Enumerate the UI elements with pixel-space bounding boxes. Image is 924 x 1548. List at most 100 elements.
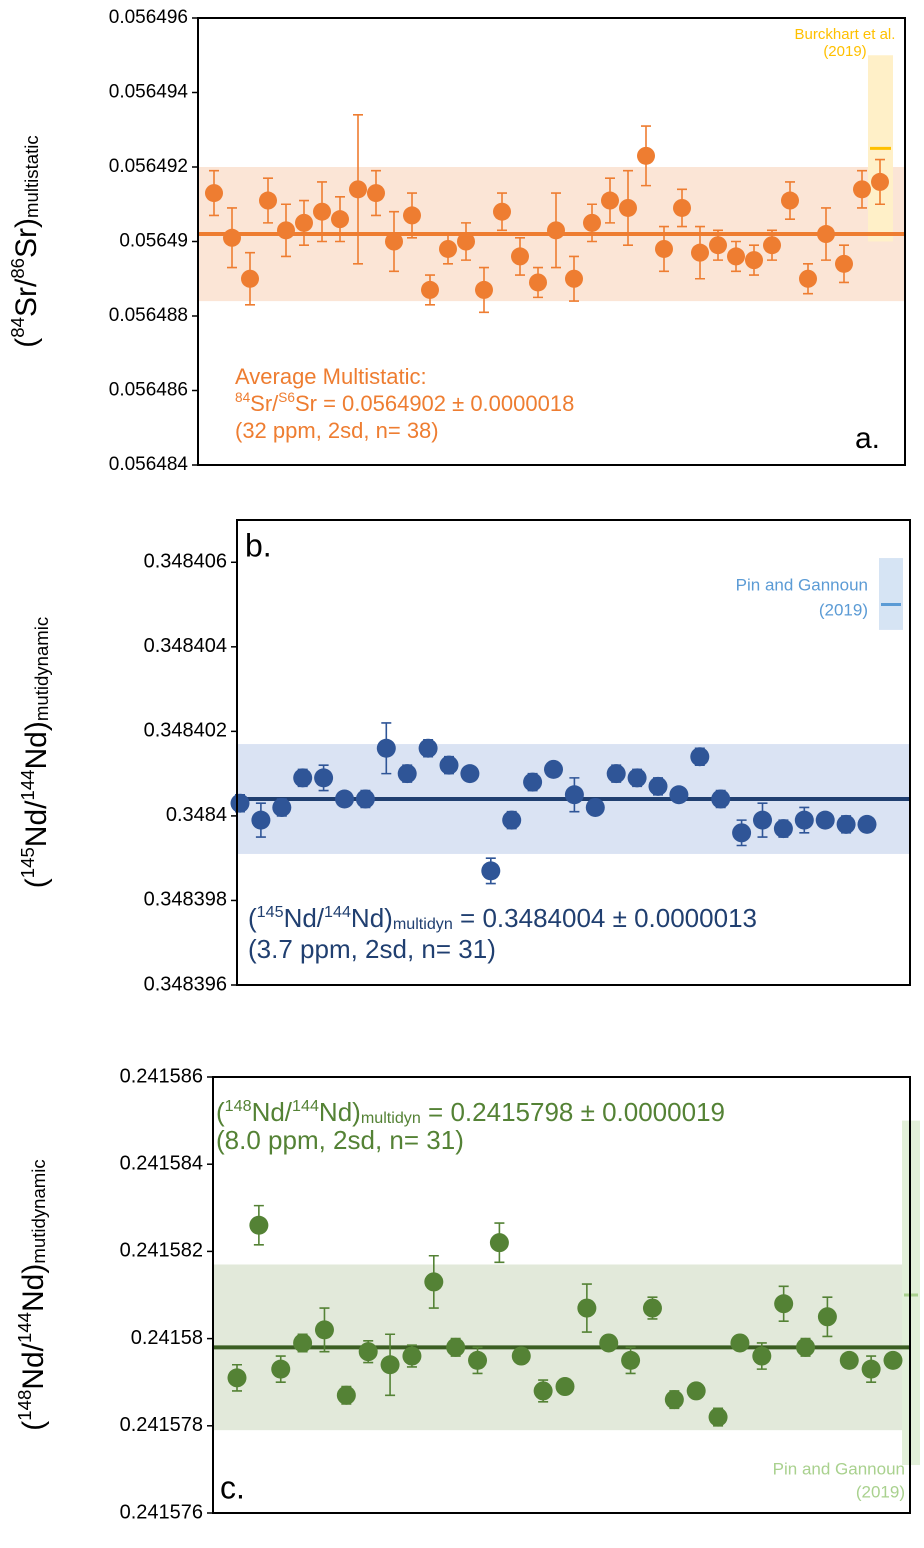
data-point bbox=[271, 1359, 291, 1379]
reference-label: Pin and Gannoun bbox=[773, 1459, 905, 1478]
data-point bbox=[709, 236, 727, 255]
text-part: mutidynamic bbox=[31, 617, 52, 721]
data-point bbox=[314, 1320, 334, 1340]
data-point bbox=[774, 1294, 794, 1314]
text-part: 145 bbox=[257, 903, 284, 921]
data-point bbox=[439, 239, 457, 258]
data-point bbox=[293, 768, 313, 788]
data-point bbox=[752, 1346, 772, 1366]
data-point bbox=[460, 764, 480, 784]
plot-frame bbox=[212, 1076, 911, 1514]
data-point bbox=[773, 819, 793, 839]
text-part: (8.0 ppm, 2sd, n= 31) bbox=[216, 1125, 464, 1155]
data-point bbox=[637, 146, 655, 165]
data-point bbox=[293, 1333, 313, 1353]
data-point bbox=[403, 206, 421, 225]
data-point bbox=[565, 269, 583, 288]
y-tick-label: 0.056496 bbox=[109, 7, 188, 28]
data-point bbox=[732, 823, 752, 843]
data-point bbox=[523, 772, 543, 792]
panel: Pin and Gannoun (2019) 0.241576 0.241578 0.2… bbox=[14, 1065, 920, 1523]
text-part: Sr/ bbox=[10, 278, 43, 317]
text-part: 144 bbox=[14, 1312, 35, 1343]
reference-label: Pin and Gannoun bbox=[736, 575, 868, 594]
text-part: 144 bbox=[292, 1097, 319, 1115]
data-point bbox=[547, 221, 565, 240]
data-point bbox=[468, 1350, 488, 1370]
text-part: multidyn bbox=[393, 915, 453, 933]
data-point bbox=[799, 269, 817, 288]
data-point bbox=[794, 810, 814, 830]
text-part: mutidynamic bbox=[28, 1159, 49, 1263]
data-point bbox=[511, 247, 529, 266]
y-tick-label: 0.348406 bbox=[144, 551, 227, 573]
data-point bbox=[817, 225, 835, 244]
data-point bbox=[835, 254, 853, 273]
y-tick-label: 0.348402 bbox=[144, 720, 227, 742]
y-tick-label: 0.05649 bbox=[119, 231, 188, 252]
text-part: Nd) bbox=[17, 1264, 50, 1312]
rich-text: (32 ppm, 2sd, n= 38) bbox=[235, 418, 439, 443]
text-part: Sr = 0.0564902 ± 0.0000018 bbox=[295, 391, 574, 416]
y-tick-label: 0.241586 bbox=[120, 1065, 203, 1087]
reference-label: (2019) bbox=[823, 43, 866, 60]
rich-text: (145Nd/144Nd)mutidynamic bbox=[17, 617, 53, 888]
data-point bbox=[627, 768, 647, 788]
panel-label: a. bbox=[855, 422, 880, 455]
text-part: 148 bbox=[14, 1390, 35, 1421]
data-point bbox=[358, 1342, 378, 1362]
data-point bbox=[583, 213, 601, 232]
text-part: Nd/ bbox=[17, 1342, 50, 1389]
data-point bbox=[564, 785, 584, 805]
y-tick-label: 0.241578 bbox=[120, 1414, 203, 1436]
data-point bbox=[533, 1381, 553, 1401]
text-part: 84 bbox=[235, 390, 251, 405]
y-tick-label: 0.056492 bbox=[109, 156, 188, 177]
data-point bbox=[686, 1381, 706, 1401]
data-point bbox=[314, 768, 334, 788]
data-point bbox=[599, 1333, 619, 1353]
data-point bbox=[313, 202, 331, 221]
rich-text: (145Nd/144Nd)multidyn = 0.3484004 ± 0.00… bbox=[248, 903, 757, 933]
data-point bbox=[336, 1385, 356, 1405]
data-point bbox=[648, 776, 668, 796]
data-point bbox=[355, 789, 375, 809]
data-point bbox=[753, 810, 772, 830]
text-part: Nd) bbox=[351, 903, 393, 933]
data-point bbox=[655, 239, 673, 258]
data-point bbox=[529, 273, 547, 292]
text-part: = 0.2415798 ± 0.0000019 bbox=[421, 1097, 725, 1127]
data-point bbox=[745, 251, 763, 270]
data-point bbox=[839, 1350, 859, 1370]
data-point bbox=[481, 861, 501, 881]
rich-text: 84Sr/S6Sr = 0.0564902 ± 0.0000018 bbox=[235, 390, 574, 416]
data-point bbox=[711, 789, 731, 809]
data-point bbox=[577, 1298, 597, 1318]
text-part: 144 bbox=[17, 769, 38, 800]
data-point bbox=[857, 814, 877, 834]
data-point bbox=[664, 1390, 684, 1410]
panel: Burckhart et al.(2019) 0.056484 0.056486 0.… bbox=[7, 7, 906, 475]
data-point bbox=[251, 810, 271, 830]
data-point bbox=[601, 191, 619, 210]
data-point bbox=[836, 814, 856, 834]
data-point bbox=[763, 236, 781, 255]
data-point bbox=[871, 172, 889, 191]
reference-label: Burckhart et al. bbox=[795, 26, 896, 43]
data-point bbox=[708, 1407, 728, 1427]
data-point bbox=[439, 755, 459, 775]
data-point bbox=[853, 180, 871, 199]
data-point bbox=[277, 221, 295, 240]
text-part: Nd/ bbox=[20, 800, 53, 847]
text-part: Sr/ bbox=[250, 391, 279, 416]
data-point bbox=[241, 269, 259, 288]
reference-label: (2019) bbox=[819, 600, 868, 619]
text-part: Average Multistatic: bbox=[235, 364, 427, 389]
reference-band bbox=[879, 558, 903, 630]
data-point bbox=[331, 210, 349, 229]
data-point bbox=[475, 280, 493, 299]
text-part: Nd/ bbox=[284, 903, 325, 933]
data-point bbox=[227, 1368, 247, 1388]
data-point bbox=[511, 1346, 531, 1366]
plot-frame bbox=[236, 519, 911, 986]
